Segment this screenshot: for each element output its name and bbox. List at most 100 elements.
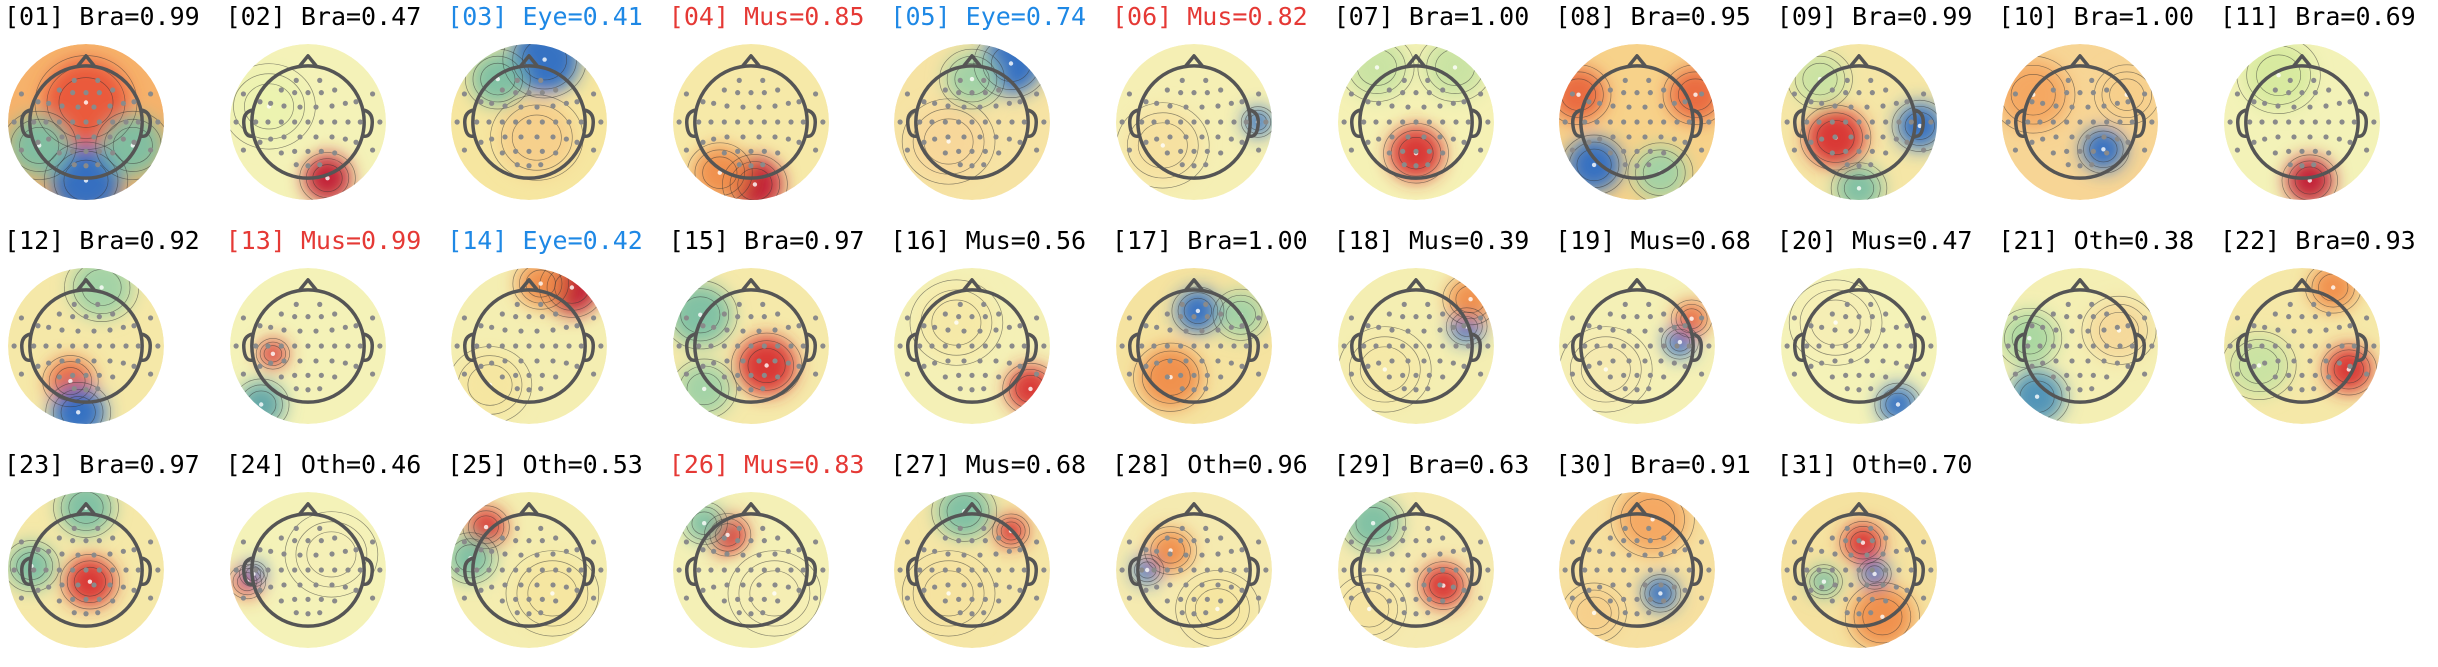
electrode-dot [96,567,102,573]
nose-outline [2070,278,2091,292]
electrode-dot [921,363,927,369]
electrode-dot [1199,552,1205,558]
contour-line [1897,105,1937,146]
electrode-dot [1882,374,1889,380]
contour-line [1455,316,1478,337]
electrode-dot [961,358,967,364]
contour-line [1816,120,1855,156]
head-outline [471,288,588,404]
electrode-dot [43,567,49,573]
electrode-dot [2101,358,2107,364]
electrode-dot [1126,371,1133,377]
electrode-dot [2272,374,2278,380]
contour-line [924,570,974,617]
electrode-dot [578,119,585,125]
electrode-dot [1646,162,1652,168]
electrode-dot [2051,87,2057,93]
electrode-dot [1642,358,1648,364]
electrode-dot [304,119,311,125]
electrode-dot [1404,328,1411,334]
electrode-dot [761,119,767,125]
component-label: [22] Bra=0.93 [2220,226,2416,255]
electrode-dot [1437,103,1443,109]
electrode-dot [1386,311,1392,317]
electrode-dot [267,548,273,554]
electrode-dot [1204,90,1210,96]
electrode-dot [1386,374,1392,380]
electrode-dot [574,587,580,593]
electrode-dot [46,100,52,106]
electrode-dot [1183,358,1189,364]
electrode-dot [1582,119,1588,125]
electrode-dot [1621,314,1627,320]
contour-line [1194,588,1240,630]
component-topomap: [04] Mus=0.85 [669,2,869,202]
left-ear-outline [1571,556,1583,586]
electrode-dot [1661,567,1667,573]
electrode-dot [1386,119,1392,125]
electrode-dot [534,552,540,558]
electrode-dot [1420,134,1427,140]
nose-outline [2291,278,2313,292]
electrode-dot [969,343,975,349]
contour-line [1810,299,1861,346]
contour-line [939,492,990,535]
electrode-dot [1255,539,1262,545]
electrode-dot [2125,363,2132,369]
electrode-dot [1218,150,1224,156]
electrode-dot [2104,374,2110,380]
electrode-dot [329,551,335,557]
electrode-dot [70,372,76,378]
electrode-dot [700,139,706,145]
electrode-dot [1126,315,1133,321]
electrode-dot [1255,91,1262,97]
electrode-dot [357,343,363,349]
electrode-dot [291,343,297,349]
electrode-dot [2291,104,2297,110]
electrode-dot [1658,327,1664,333]
scalp-topomap [1559,268,1716,424]
electrode-dot [2037,343,2043,349]
contour-line [992,513,1031,549]
component-topomap: [13] Mus=0.99 [226,226,426,426]
scalp-topomap [2224,268,2380,424]
electrode-dot [969,148,975,154]
electrode-dot [676,119,682,125]
electrode-dot [1412,90,1419,96]
contour-line [902,98,996,185]
electrode-dot [748,611,754,617]
electrode-dot [120,324,126,330]
head-outline [1800,64,1917,180]
electrode-dot [95,386,101,392]
electrode-dot [996,598,1002,604]
electrode-dot [812,315,818,321]
peak-marker [752,182,757,187]
head-outline [1136,288,1252,404]
contour-line [1348,336,1421,403]
electrode-dot [736,610,742,616]
electrode-dot [539,314,546,320]
electrode-dot [70,596,76,602]
electrode-dot [71,162,77,168]
electrode-dot [280,358,287,364]
electrode-dot [740,328,746,334]
electrode-dot [1844,162,1850,168]
nose-outline [75,502,97,516]
electrode-dot [96,372,102,378]
electrode-dot [1228,548,1234,554]
electrode-dot [772,134,778,140]
electrode-dot [489,360,495,366]
electrode-dot [2037,119,2043,125]
electrode-dot [1607,567,1614,573]
contour-line [1643,156,1679,189]
head-outline [1579,288,1696,404]
electrode-dot [489,136,495,142]
electrode-dot [2247,119,2253,125]
electrode-dot [1465,119,1471,125]
electrode-dot [110,311,116,317]
electrode-dot [1642,582,1648,588]
electrode-dot [1461,99,1467,105]
electrode-dot [993,582,999,588]
electrode-dot [1412,387,1419,393]
electrode-dot [369,595,375,601]
